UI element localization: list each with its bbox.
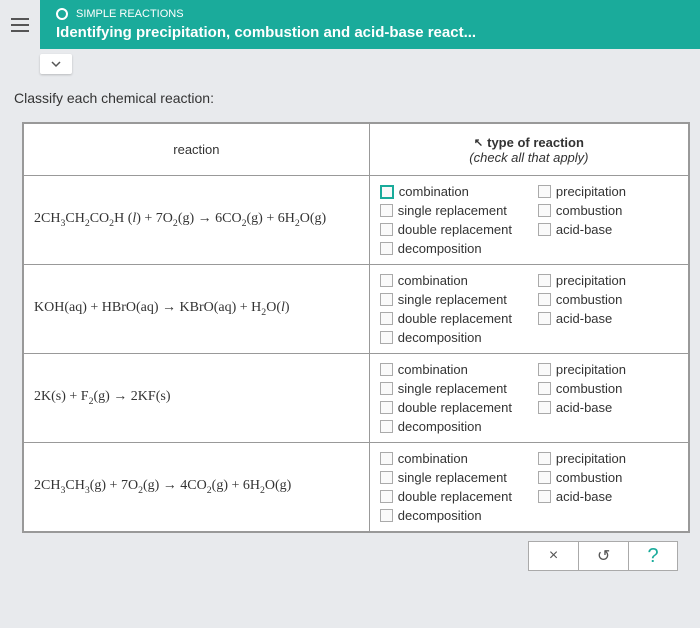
checkbox-combination[interactable]	[380, 452, 393, 465]
checkbox-combustion[interactable]	[538, 204, 551, 217]
footer-buttons: × ↻ ?	[10, 533, 690, 571]
checkbox-single-replacement[interactable]	[380, 382, 393, 395]
checkbox-combination[interactable]	[380, 274, 393, 287]
checkbox-group: combination precipitation single replace…	[369, 443, 688, 532]
checkbox-acid-base[interactable]	[538, 223, 551, 236]
checkbox-double-replacement[interactable]	[380, 312, 393, 325]
reaction-column-header: reaction	[24, 124, 370, 176]
reaction-formula: 2K(s) + F2(g) → 2KF(s)	[24, 354, 370, 443]
checkbox-single-replacement[interactable]	[380, 204, 393, 217]
checkbox-precipitation[interactable]	[538, 274, 551, 287]
checkbox-precipitation[interactable]	[538, 452, 551, 465]
checkbox-single-replacement[interactable]	[380, 293, 393, 306]
checkbox-precipitation[interactable]	[538, 363, 551, 376]
checkbox-combination[interactable]	[380, 363, 393, 376]
table-row: KOH(aq) + HBrO(aq) → KBrO(aq) + H2O(l) c…	[24, 265, 689, 354]
type-column-header: ↖ type of reaction (check all that apply…	[369, 124, 688, 176]
checkbox-combustion[interactable]	[538, 293, 551, 306]
checkbox-single-replacement[interactable]	[380, 471, 393, 484]
checkbox-double-replacement[interactable]	[380, 490, 393, 503]
checkbox-decomposition[interactable]	[380, 420, 393, 433]
checkbox-acid-base[interactable]	[538, 312, 551, 325]
checkbox-group: combination precipitation single replace…	[369, 265, 688, 354]
checkbox-group: combination precipitation single replace…	[369, 176, 688, 265]
close-button[interactable]: ×	[528, 541, 578, 571]
reaction-table: reaction ↖ type of reaction (check all t…	[22, 122, 690, 533]
checkbox-acid-base[interactable]	[538, 401, 551, 414]
checkbox-combustion[interactable]	[538, 471, 551, 484]
reset-button[interactable]: ↻	[578, 541, 628, 571]
circle-icon	[56, 8, 68, 20]
reaction-formula: KOH(aq) + HBrO(aq) → KBrO(aq) + H2O(l)	[24, 265, 370, 354]
checkbox-double-replacement[interactable]	[380, 223, 393, 236]
reaction-formula: 2CH3CH2CO2H (l) + 7O2(g) → 6CO2(g) + 6H2…	[24, 176, 370, 265]
checkbox-precipitation[interactable]	[538, 185, 551, 198]
checkbox-group: combination precipitation single replace…	[369, 354, 688, 443]
dropdown-toggle[interactable]	[40, 54, 72, 74]
checkbox-decomposition[interactable]	[380, 509, 393, 522]
help-button[interactable]: ?	[628, 541, 678, 571]
hamburger-menu[interactable]	[0, 0, 40, 50]
instruction-text: Classify each chemical reaction:	[14, 90, 690, 106]
table-row: 2K(s) + F2(g) → 2KF(s) combination preci…	[24, 354, 689, 443]
checkbox-combustion[interactable]	[538, 382, 551, 395]
chevron-down-icon	[50, 58, 62, 70]
header: SIMPLE REACTIONS Identifying precipitati…	[40, 0, 700, 49]
checkbox-acid-base[interactable]	[538, 490, 551, 503]
checkbox-decomposition[interactable]	[380, 242, 393, 255]
reaction-formula: 2CH3CH3(g) + 7O2(g) → 4CO2(g) + 6H2O(g)	[24, 443, 370, 532]
checkbox-combination[interactable]	[380, 185, 394, 199]
cursor-icon: ↖	[474, 136, 483, 149]
table-row: 2CH3CH3(g) + 7O2(g) → 4CO2(g) + 6H2O(g) …	[24, 443, 689, 532]
checkbox-decomposition[interactable]	[380, 331, 393, 344]
checkbox-double-replacement[interactable]	[380, 401, 393, 414]
header-title: Identifying precipitation, combustion an…	[56, 24, 684, 41]
table-row: 2CH3CH2CO2H (l) + 7O2(g) → 6CO2(g) + 6H2…	[24, 176, 689, 265]
header-category: SIMPLE REACTIONS	[76, 8, 184, 20]
